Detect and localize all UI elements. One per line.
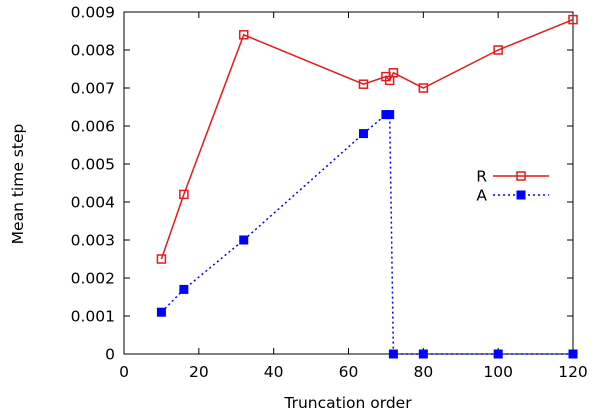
- plot-border: [123, 11, 574, 355]
- series-A: [156, 110, 578, 359]
- series-line-A: [160, 113, 573, 355]
- y-axis-label: Mean time step: [9, 124, 27, 245]
- plot-frame: [123, 11, 574, 355]
- legend-label-R: R: [476, 168, 487, 186]
- y-tick-label: 0.005: [71, 156, 115, 174]
- x-axis-label: Truncation order: [283, 394, 412, 412]
- x-tick-label: 20: [189, 363, 209, 381]
- legend-marker-A: [516, 190, 526, 200]
- data-point-A: [156, 307, 166, 317]
- y-tick-label: 0.007: [71, 80, 115, 98]
- data-point-R: [493, 45, 503, 55]
- data-point-A: [388, 349, 398, 359]
- legend: RA: [476, 168, 549, 205]
- y-tick-label: 0.009: [71, 4, 115, 22]
- x-axis-ticks: 0 20 40 60 80 100 120: [119, 12, 588, 381]
- data-point-R: [179, 189, 189, 200]
- data-point-R: [568, 14, 578, 25]
- data-point-R: [156, 254, 167, 264]
- data-point-A: [493, 349, 503, 359]
- y-tick-label: 0.008: [71, 42, 115, 60]
- series-line-R: [160, 18, 574, 260]
- y-tick-label: 0: [105, 346, 115, 364]
- data-point-A: [179, 284, 189, 294]
- y-tick-label: 0.001: [71, 308, 115, 326]
- data-point-A: [239, 235, 249, 245]
- legend-label-A: A: [476, 187, 487, 205]
- x-tick-label: 40: [264, 363, 284, 381]
- data-point-A: [385, 110, 395, 120]
- series-R: [156, 14, 578, 264]
- x-tick-label: 60: [339, 363, 359, 381]
- series-layer: [156, 14, 578, 359]
- y-axis-ticks: 0 0.001 0.002 0.003 0.004 0.005 0.006 0.007 0.00…: [71, 4, 573, 364]
- y-tick-label: 0.003: [71, 232, 115, 250]
- x-tick-label: 0: [119, 363, 129, 381]
- data-point-R: [418, 83, 429, 93]
- data-point-A: [358, 129, 368, 139]
- y-tick-label: 0.002: [71, 270, 115, 288]
- data-point-A: [568, 349, 578, 359]
- x-tick-label: 80: [413, 363, 433, 381]
- data-point-R: [238, 30, 249, 40]
- x-tick-label: 120: [558, 363, 588, 381]
- y-tick-label: 0.004: [71, 194, 115, 212]
- x-tick-label: 100: [483, 363, 513, 381]
- y-tick-label: 0.006: [71, 118, 115, 136]
- data-point-R: [388, 68, 399, 78]
- data-point-R: [358, 79, 369, 89]
- legend-marker-R: [516, 171, 526, 181]
- data-point-A: [418, 349, 428, 359]
